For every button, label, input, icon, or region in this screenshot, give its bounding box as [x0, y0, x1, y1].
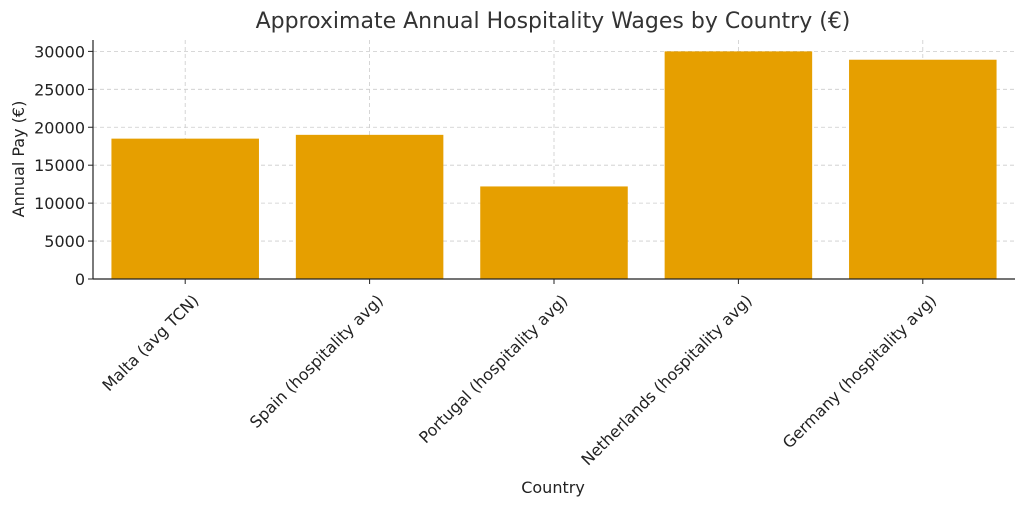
x-axis-label: Country	[521, 478, 585, 497]
y-tick-label: 0	[75, 270, 85, 289]
y-axis-label: Annual Pay (€)	[9, 101, 28, 218]
x-tick-label: Malta (avg TCN)	[98, 291, 202, 395]
y-tick-label: 25000	[34, 80, 85, 99]
y-tick-label: 20000	[34, 118, 85, 137]
bars	[111, 51, 997, 279]
bar	[849, 59, 997, 279]
y-tick-label: 5000	[44, 232, 85, 251]
x-tick-label: Spain (hospitality avg)	[246, 291, 387, 432]
bar	[111, 138, 259, 279]
x-tick-label: Portugal (hospitality avg)	[415, 291, 571, 447]
x-tick-label: Netherlands (hospitality avg)	[577, 291, 755, 469]
bar	[480, 186, 628, 279]
y-tick-label: 10000	[34, 194, 85, 213]
x-tick-label: Germany (hospitality avg)	[779, 291, 940, 452]
y-tick-label: 30000	[34, 42, 85, 61]
bar	[295, 134, 444, 279]
bar	[664, 51, 813, 279]
chart-title: Approximate Annual Hospitality Wages by …	[256, 9, 851, 34]
y-tick-label: 15000	[34, 156, 85, 175]
